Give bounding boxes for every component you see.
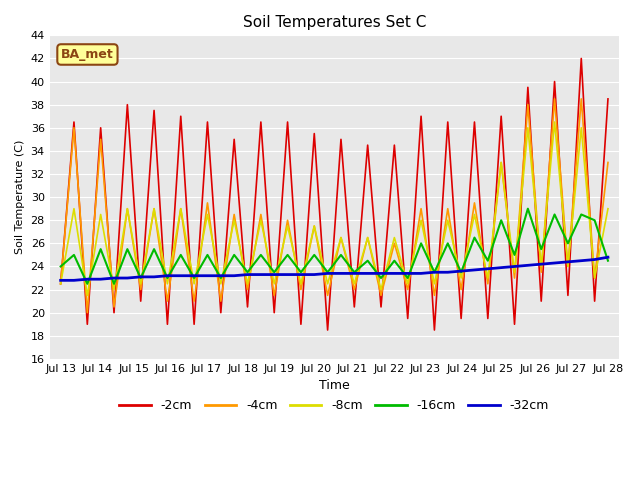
Title: Soil Temperatures Set C: Soil Temperatures Set C [243, 15, 426, 30]
Legend: -2cm, -4cm, -8cm, -16cm, -32cm: -2cm, -4cm, -8cm, -16cm, -32cm [115, 395, 554, 418]
Y-axis label: Soil Temperature (C): Soil Temperature (C) [15, 140, 25, 254]
Text: BA_met: BA_met [61, 48, 114, 61]
X-axis label: Time: Time [319, 379, 349, 392]
